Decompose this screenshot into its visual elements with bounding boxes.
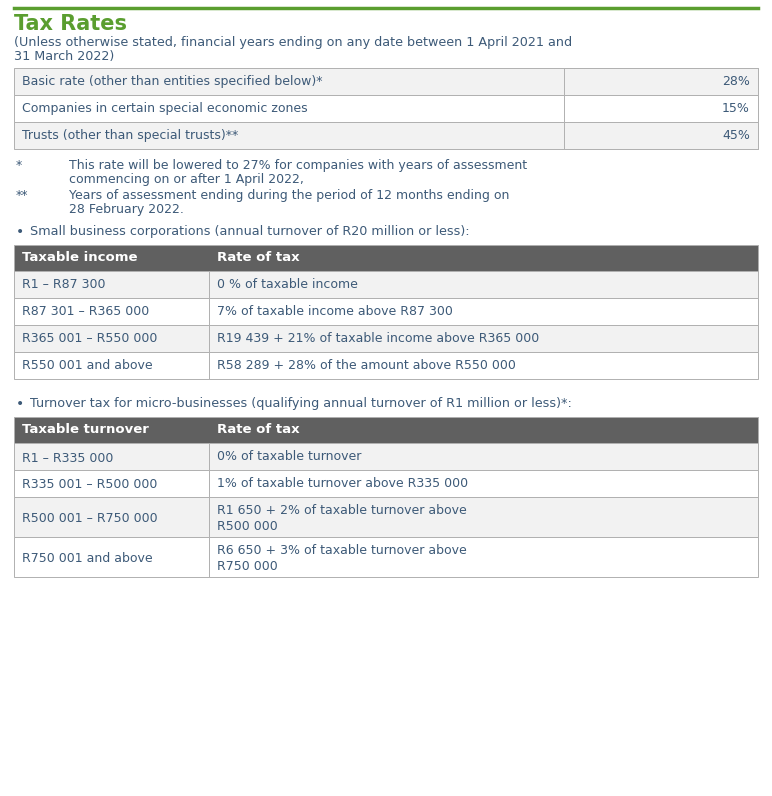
Bar — [14, 352, 209, 379]
Text: Companies in certain special economic zones: Companies in certain special economic zo… — [22, 102, 307, 115]
Text: Taxable income: Taxable income — [22, 251, 137, 264]
Text: R1 650 + 2% of taxable turnover above
R500 000: R1 650 + 2% of taxable turnover above R5… — [217, 504, 467, 533]
Text: **: ** — [16, 189, 29, 202]
Text: Rate of tax: Rate of tax — [217, 251, 300, 264]
Text: R6 650 + 3% of taxable turnover above
R750 000: R6 650 + 3% of taxable turnover above R7… — [217, 544, 467, 573]
Text: •: • — [16, 225, 24, 239]
Bar — [14, 497, 209, 537]
Text: R1 – R335 000: R1 – R335 000 — [22, 451, 113, 465]
Text: R87 301 – R365 000: R87 301 – R365 000 — [22, 305, 149, 318]
Bar — [564, 122, 758, 149]
Text: 0 % of taxable income: 0 % of taxable income — [217, 278, 358, 291]
Text: 1% of taxable turnover above R335 000: 1% of taxable turnover above R335 000 — [217, 477, 468, 490]
Text: 31 March 2022): 31 March 2022) — [14, 50, 114, 63]
Bar — [14, 68, 758, 95]
Text: R750 001 and above: R750 001 and above — [22, 552, 153, 565]
Bar — [14, 298, 209, 325]
Text: R19 439 + 21% of taxable income above R365 000: R19 439 + 21% of taxable income above R3… — [217, 332, 540, 345]
Bar — [14, 122, 758, 149]
Text: Tax Rates: Tax Rates — [14, 14, 127, 34]
Text: R335 001 – R500 000: R335 001 – R500 000 — [22, 478, 157, 491]
Text: 15%: 15% — [722, 102, 750, 115]
Bar — [14, 271, 209, 298]
Bar — [564, 95, 758, 122]
Bar — [14, 417, 758, 443]
Text: commencing on or after 1 April 2022,: commencing on or after 1 April 2022, — [69, 173, 304, 186]
Text: Rate of tax: Rate of tax — [217, 423, 300, 436]
Text: Small business corporations (annual turnover of R20 million or less):: Small business corporations (annual turn… — [30, 225, 469, 238]
Text: 28 February 2022.: 28 February 2022. — [69, 203, 184, 216]
Bar — [14, 443, 209, 470]
Text: 28%: 28% — [722, 75, 750, 88]
Bar — [14, 325, 209, 352]
Bar — [209, 271, 758, 298]
Text: R58 289 + 28% of the amount above R550 000: R58 289 + 28% of the amount above R550 0… — [217, 359, 516, 372]
Text: 45%: 45% — [722, 129, 750, 142]
Text: R550 001 and above: R550 001 and above — [22, 359, 153, 372]
Text: R500 001 – R750 000: R500 001 – R750 000 — [22, 512, 157, 525]
Bar — [14, 470, 209, 497]
Text: R1 – R87 300: R1 – R87 300 — [22, 278, 106, 291]
Text: *: * — [16, 159, 22, 172]
Text: This rate will be lowered to 27% for companies with years of assessment: This rate will be lowered to 27% for com… — [69, 159, 527, 172]
Text: Years of assessment ending during the period of 12 months ending on: Years of assessment ending during the pe… — [69, 189, 510, 202]
Bar — [564, 68, 758, 95]
Bar — [209, 352, 758, 379]
Text: Turnover tax for micro-businesses (qualifying annual turnover of R1 million or l: Turnover tax for micro-businesses (quali… — [30, 397, 572, 410]
Bar — [209, 443, 758, 470]
Text: (Unless otherwise stated, financial years ending on any date between 1 April 202: (Unless otherwise stated, financial year… — [14, 36, 572, 49]
Bar — [209, 497, 758, 537]
Text: 0% of taxable turnover: 0% of taxable turnover — [217, 450, 361, 463]
Bar — [14, 95, 758, 122]
Text: •: • — [16, 397, 24, 411]
Text: Trusts (other than special trusts)**: Trusts (other than special trusts)** — [22, 129, 239, 142]
Text: Taxable turnover: Taxable turnover — [22, 423, 149, 436]
Text: 7% of taxable income above R87 300: 7% of taxable income above R87 300 — [217, 305, 453, 318]
Bar — [14, 245, 758, 271]
Bar — [209, 325, 758, 352]
Bar — [209, 537, 758, 577]
Text: R365 001 – R550 000: R365 001 – R550 000 — [22, 332, 157, 345]
Bar — [209, 298, 758, 325]
Bar — [14, 537, 209, 577]
Text: Basic rate (other than entities specified below)*: Basic rate (other than entities specifie… — [22, 75, 323, 88]
Bar — [209, 470, 758, 497]
